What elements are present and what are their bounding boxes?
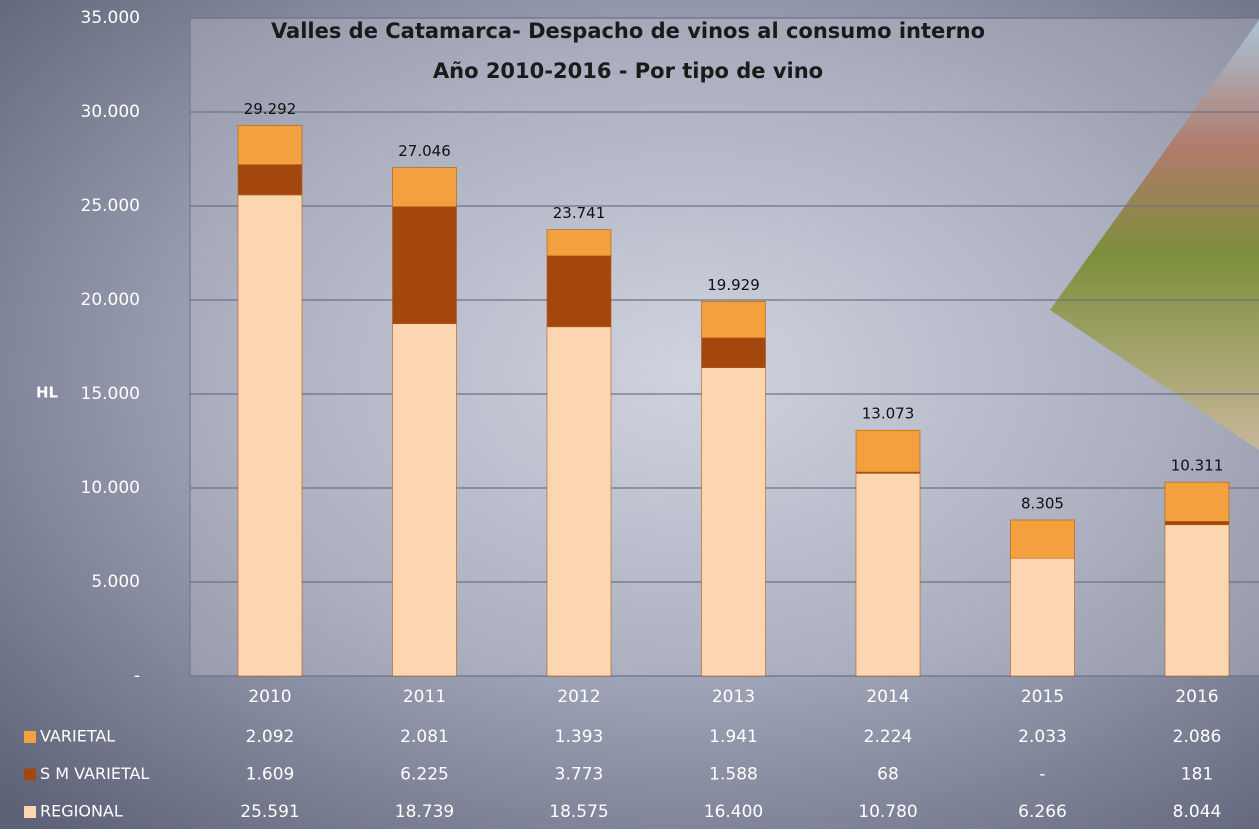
table-cell: 2.033 (1018, 727, 1067, 747)
total-label: 23.741 (553, 204, 606, 222)
table-cell: 1.941 (709, 727, 758, 747)
y-axis-label: HL (36, 384, 59, 402)
x-tick-label: 2010 (248, 687, 291, 707)
bar-segment (702, 338, 766, 368)
table-cell: 18.739 (395, 802, 454, 822)
x-tick-label: 2014 (866, 687, 909, 707)
bar-segment (1011, 558, 1075, 676)
table-cell: 1.588 (709, 765, 758, 785)
bar-segment (393, 324, 457, 676)
y-tick-label: 15.000 (81, 384, 140, 404)
bar-segment (547, 327, 611, 676)
y-tick-label: 20.000 (81, 290, 140, 310)
bar-segment (1011, 520, 1075, 558)
table-cell: 1.393 (555, 727, 604, 747)
x-tick-label: 2016 (1175, 687, 1218, 707)
y-tick-label: 10.000 (81, 478, 140, 498)
x-tick-label: 2011 (403, 687, 446, 707)
legend-label: S M VARIETAL (40, 764, 149, 783)
table-cell: - (1039, 765, 1045, 785)
legend-swatch (24, 731, 36, 743)
table-cell: 2.086 (1173, 727, 1222, 747)
chart-title: Valles de Catamarca- Despacho de vinos a… (271, 19, 985, 43)
table-cell: 8.044 (1173, 802, 1222, 822)
chart-subtitle: Año 2010-2016 - Por tipo de vino (433, 59, 823, 83)
table-cell: 2.092 (246, 727, 295, 747)
bar-segment (1165, 525, 1229, 676)
y-tick-label: - (134, 666, 140, 686)
chart: Valles de Catamarca- Despacho de vinos a… (0, 0, 1259, 829)
table-cell: 6.225 (400, 765, 449, 785)
bar-segment (1165, 521, 1229, 524)
bar-segment (547, 230, 611, 256)
legend-label: REGIONAL (40, 802, 123, 821)
y-tick-label: 5.000 (91, 572, 140, 592)
table-cell: 181 (1181, 765, 1213, 785)
y-tick-label: 35.000 (81, 8, 140, 28)
legend-swatch (24, 806, 36, 818)
total-label: 13.073 (862, 405, 915, 423)
bar-segment (1165, 482, 1229, 521)
bar-segment (238, 195, 302, 676)
table-cell: 3.773 (555, 765, 604, 785)
bar-segment (238, 125, 302, 164)
total-label: 10.311 (1171, 457, 1224, 475)
x-tick-label: 2015 (1021, 687, 1064, 707)
total-label: 19.929 (707, 276, 760, 294)
table-cell: 2.081 (400, 727, 449, 747)
table-cell: 2.224 (864, 727, 913, 747)
total-label: 27.046 (398, 142, 451, 160)
x-tick-label: 2013 (712, 687, 755, 707)
bar-segment (547, 256, 611, 327)
table-cell: 18.575 (549, 802, 608, 822)
bar-segment (702, 368, 766, 676)
total-label: 8.305 (1021, 494, 1064, 512)
table-cell: 6.266 (1018, 802, 1067, 822)
bar-segment (393, 207, 457, 324)
table-cell: 25.591 (240, 802, 299, 822)
total-label: 29.292 (244, 100, 297, 118)
legend-swatch (24, 769, 36, 781)
table-cell: 68 (877, 765, 899, 785)
y-tick-label: 25.000 (81, 196, 140, 216)
bar-segment (393, 168, 457, 207)
x-tick-label: 2012 (557, 687, 600, 707)
bar-segment (856, 473, 920, 676)
legend-label: VARIETAL (40, 727, 115, 746)
bar-segment (856, 430, 920, 472)
table-cell: 16.400 (704, 802, 763, 822)
y-tick-label: 30.000 (81, 102, 140, 122)
table-cell: 1.609 (246, 765, 295, 785)
bar-segment (702, 301, 766, 337)
table-cell: 10.780 (858, 802, 917, 822)
bar-segment (238, 165, 302, 195)
